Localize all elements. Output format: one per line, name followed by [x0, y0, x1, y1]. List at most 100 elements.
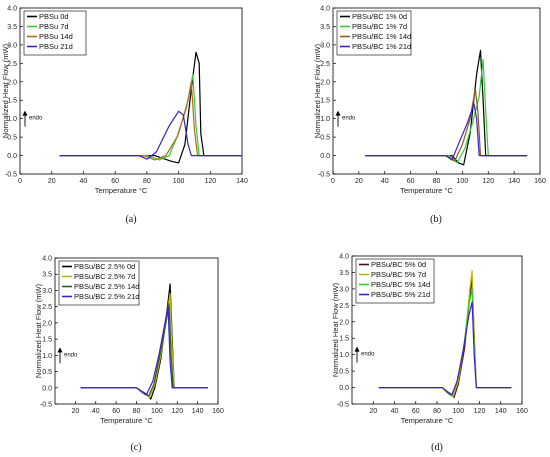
- panel-2-y-tick-label-4: 1.5: [320, 98, 330, 105]
- panel-4-y-tick-label-0: -0.5: [337, 402, 349, 409]
- panel-1-y-tick-label-3: 1.0: [7, 116, 17, 123]
- panel-2-x-tick-label-7: 140: [508, 178, 520, 185]
- panel-1-legend-box: [23, 10, 87, 56]
- panel-4-y-tick-label-8: 3.5: [339, 270, 349, 277]
- panel-4-series-line-4: [378, 301, 512, 396]
- panel-4-y-tick-label-3: 1.0: [339, 352, 349, 359]
- panel-2-series-line-1: [365, 49, 528, 166]
- panel-1-y-tick-label-6: 2.5: [7, 61, 17, 68]
- panel-1-x-tick-label-6: 120: [204, 178, 216, 185]
- panel-4-y-tick-label-6: 2.5: [339, 303, 349, 310]
- panel-3-x-tick-label-3: 80: [133, 408, 141, 415]
- panel-2-legend-label-1: PBSu/BC 1% 0d: [352, 12, 407, 21]
- panel-4-x-tick-label-4: 100: [452, 408, 464, 415]
- panel-2-y-tick-label-6: 2.5: [320, 61, 330, 68]
- panel-1-series-line-1: [59, 51, 242, 164]
- panel-3-x-tick-label-0: 20: [71, 408, 79, 415]
- panel-3-series-line-3: [80, 302, 208, 397]
- panel-2-legend-label-3: PBSu/BC 1% 14d: [352, 32, 411, 41]
- panel-3-y-tick-label-7: 3.0: [42, 288, 52, 295]
- panel-3-x-tick-label-5: 120: [171, 408, 183, 415]
- panel-4-x-tick-label-3: 80: [433, 408, 441, 415]
- panel-1-x-tick-label-1: 20: [48, 178, 56, 185]
- panel-2-y-tick-label-9: 4.0: [320, 6, 330, 13]
- panel-3-y-tick-label-0: -0.5: [40, 402, 52, 409]
- panel-4-x-axis-label: Temperature °C: [401, 416, 454, 425]
- panel-2-legend-label-2: PBSu/BC 1% 7d: [352, 22, 407, 31]
- panel-1-caption: (a): [125, 214, 136, 225]
- panel-4-legend-label-4: PBSu/BC 5% 21d: [371, 290, 430, 299]
- panel-1-x-tick-label-0: 0: [18, 178, 22, 185]
- panel-1-y-tick-label-1: 0.0: [7, 153, 17, 160]
- panel-1-x-tick-label-2: 40: [80, 178, 88, 185]
- panel-4-y-tick-label-2: 0.5: [339, 369, 349, 376]
- panel-1-series-line-2: [59, 73, 242, 161]
- panel-1-y-tick-label-8: 3.5: [7, 24, 17, 31]
- panel-3-y-tick-label-3: 1.0: [42, 353, 52, 360]
- panel-2-y-tick-label-7: 3.0: [320, 42, 330, 49]
- panel-3-y-tick-label-1: 0.0: [42, 385, 52, 392]
- panel-1-legend-label-4: PBSu 21d: [39, 42, 73, 51]
- panel-4-x-tick-label-6: 140: [495, 408, 507, 415]
- panel-3-y-tick-label-4: 1.5: [42, 337, 52, 344]
- panel-2-y-tick-label-8: 3.5: [320, 24, 330, 31]
- panel-3-x-axis-label: Temperature °C: [100, 416, 153, 425]
- panel-3-x-tick-label-7: 160: [212, 408, 224, 415]
- panel-2-y-axis-label: Normalized Heat Flow (mW): [313, 43, 322, 138]
- panel-3-y-tick-label-2: 0.5: [42, 369, 52, 376]
- panel-1-legend-label-2: PBSu 7d: [39, 22, 69, 31]
- panel-4-series-line-3: [378, 288, 512, 397]
- panel-2-endo-arrow-head: [335, 110, 341, 116]
- panel-4-endo-label: endo: [361, 352, 375, 358]
- panel-4-caption: (d): [431, 442, 443, 453]
- panel-3-series-line-4: [80, 306, 208, 395]
- panel-2-endo-label: endo: [342, 116, 356, 122]
- panel-1-plot-frame: [19, 7, 243, 175]
- panel-1-x-tick-label-3: 60: [111, 178, 119, 185]
- panel-4-legend-label-3: PBSu/BC 5% 14d: [371, 280, 430, 289]
- panel-4-x-tick-label-2: 60: [412, 408, 420, 415]
- panel-2-x-tick-label-4: 80: [433, 178, 441, 185]
- panel-4-y-tick-label-1: 0.0: [339, 385, 349, 392]
- panel-1-series-line-3: [59, 81, 242, 161]
- panel-2-y-tick-label-3: 1.0: [320, 116, 330, 123]
- panel-4-x-tick-label-0: 20: [369, 408, 377, 415]
- panel-1-y-tick-label-7: 3.0: [7, 42, 17, 49]
- panel-2-x-tick-label-5: 100: [457, 178, 469, 185]
- panel-3-y-tick-label-6: 2.5: [42, 304, 52, 311]
- panel-1-y-tick-label-5: 2.0: [7, 79, 17, 86]
- panel-2-legend-box: [336, 10, 412, 56]
- panel-2-x-tick-label-8: 160: [534, 178, 546, 185]
- panel-3-y-tick-label-9: 4.0: [42, 256, 52, 263]
- panel-3-y-tick-label-8: 3.5: [42, 272, 52, 279]
- panel-4-legend-label-1: PBSu/BC 5% 0d: [371, 260, 426, 269]
- panel-1-y-tick-label-9: 4.0: [7, 6, 17, 13]
- panel-4-x-tick-label-7: 160: [516, 408, 528, 415]
- panel-3-y-tick-label-5: 2.0: [42, 320, 52, 327]
- panel-3-endo-label: endo: [64, 352, 78, 358]
- panel-4-y-tick-label-5: 2.0: [339, 319, 349, 326]
- panel-1-legend-label-3: PBSu 14d: [39, 32, 73, 41]
- panel-1-x-tick-label-4: 80: [143, 178, 151, 185]
- panel-1-endo-label: endo: [29, 116, 43, 122]
- panel-3-x-tick-label-1: 40: [92, 408, 100, 415]
- panel-4-y-axis-label: Normalized Heat Flow (mW): [331, 282, 340, 377]
- panel-1-x-tick-label-7: 140: [236, 178, 248, 185]
- panel-3-caption: (c): [130, 442, 141, 453]
- panel-4-endo-arrow-head: [354, 346, 360, 352]
- panel-1-endo-arrow-head: [22, 110, 28, 116]
- panel-4-y-tick-label-4: 1.5: [339, 336, 349, 343]
- panel-2-x-tick-label-0: 0: [331, 178, 335, 185]
- panel-3-endo-arrow-head: [57, 347, 63, 353]
- panel-1-y-tick-label-0: -0.5: [5, 172, 17, 179]
- panel-1-y-tick-label-2: 0.5: [7, 135, 17, 142]
- panel-4-legend-label-2: PBSu/BC 5% 7d: [371, 270, 426, 279]
- panel-3-legend-label-1: PBSu/BC 2.5% 0d: [74, 262, 135, 271]
- panel-2-y-tick-label-0: -0.5: [318, 172, 330, 179]
- panel-3-series-line-2: [80, 293, 208, 399]
- panel-1-x-tick-label-5: 100: [173, 178, 185, 185]
- panel-2-y-tick-label-2: 0.5: [320, 135, 330, 142]
- panel-3-y-axis-label: Normalized Heat Flow (mW): [34, 283, 43, 378]
- panel-4-legend-box: [355, 258, 435, 304]
